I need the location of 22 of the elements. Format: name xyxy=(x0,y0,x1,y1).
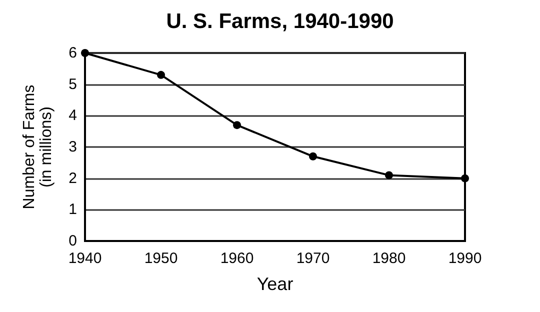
chart-title: U. S. Farms, 1940-1990 xyxy=(166,10,394,33)
x-axis-title: Year xyxy=(256,274,294,294)
y-tick-label: 0 xyxy=(68,232,77,250)
y-tick-label: 3 xyxy=(68,138,77,156)
x-tick-label: 1980 xyxy=(372,250,406,267)
point xyxy=(461,174,469,182)
y-tick-label: 6 xyxy=(68,44,77,62)
x-tick-label: 1990 xyxy=(448,250,482,267)
x-tick-label: 1950 xyxy=(144,250,178,267)
x-tick-label: 1970 xyxy=(296,250,330,267)
point xyxy=(385,171,393,180)
point xyxy=(309,152,317,160)
x-tick-label: 1940 xyxy=(68,250,102,267)
y-axis-title: Number of Farms (in millions) xyxy=(21,84,55,210)
y-tick-label: 4 xyxy=(68,107,77,124)
y-tick-label: 1 xyxy=(68,201,77,218)
point xyxy=(157,70,165,79)
x-tick-label: 1960 xyxy=(220,250,254,267)
y-tick-label: 2 xyxy=(68,170,77,187)
point xyxy=(81,49,89,57)
point xyxy=(233,121,241,130)
y-tick-label: 5 xyxy=(68,76,77,93)
